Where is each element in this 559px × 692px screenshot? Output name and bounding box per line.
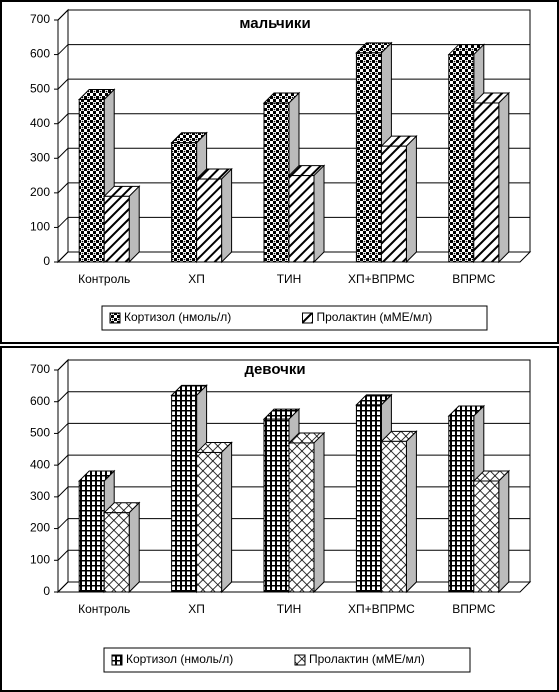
bar: [263, 102, 290, 263]
bar: [171, 394, 198, 593]
grid-line-side: [57, 423, 69, 434]
grid-line-side: [57, 518, 69, 529]
legend-label: Кортизол (нмоль/л): [124, 310, 231, 324]
y-tick-label: 600: [30, 47, 50, 61]
x-tick-label: ТИН: [277, 602, 302, 616]
bar: [196, 178, 223, 263]
y-tick-label: 700: [30, 12, 50, 26]
legend-swatch: [109, 312, 121, 324]
bar: [171, 142, 198, 263]
chart-title: мальчики: [239, 15, 310, 32]
y-tick-label: 500: [30, 81, 50, 95]
x-tick-label: Контроль: [78, 602, 130, 616]
bar: [473, 480, 500, 593]
grid-line-side: [57, 581, 69, 593]
grid-line-side: [57, 113, 69, 125]
bar: [103, 512, 130, 593]
bar: [448, 415, 475, 593]
bar: [288, 175, 315, 263]
bar-side: [405, 430, 417, 594]
y-tick-label: 500: [30, 426, 50, 440]
grid-line-side: [57, 486, 69, 498]
grid-line-side: [57, 391, 69, 403]
grid-line-side: [57, 9, 69, 21]
bar: [355, 404, 382, 593]
legend-swatch: [294, 654, 306, 666]
legend-label: Пролактин (мМЕ/мл): [309, 652, 425, 666]
legend-label: Пролактин (мМЕ/мл): [317, 310, 433, 324]
bar-side: [313, 431, 325, 594]
bar: [78, 99, 105, 263]
side-wall: [57, 8, 69, 264]
bar: [473, 102, 500, 263]
bar-side: [405, 134, 417, 264]
bar: [448, 54, 475, 263]
bar-side: [221, 441, 233, 594]
grid-line-side: [57, 182, 69, 194]
grid-line-side: [57, 549, 69, 561]
bar-side: [221, 167, 233, 264]
x-tick-label: ВПРМС: [452, 602, 495, 616]
x-tick-label: ХП+ВПРМС: [348, 602, 415, 616]
grid-line-side: [57, 78, 69, 90]
x-tick-label: ВПРМС: [452, 272, 495, 286]
bar-side: [313, 164, 325, 264]
bar-side: [128, 185, 140, 264]
bar: [78, 480, 105, 593]
bar: [380, 145, 407, 263]
y-tick-label: 300: [30, 489, 50, 503]
grid-line-side: [57, 217, 69, 228]
side-wall: [57, 358, 69, 594]
bar-side: [128, 501, 140, 594]
x-tick-label: Контроль: [78, 272, 130, 286]
legend-swatch: [111, 654, 123, 666]
y-tick-label: 100: [30, 552, 50, 566]
grid-line-side: [57, 359, 69, 371]
bar-side: [498, 469, 510, 594]
legend-label: Кортизол (нмоль/л): [126, 652, 233, 666]
bar: [263, 418, 290, 593]
y-tick-label: 700: [30, 362, 50, 376]
chart-title: девочки: [244, 361, 305, 378]
y-tick-label: 600: [30, 394, 50, 408]
x-tick-label: ТИН: [277, 272, 302, 286]
y-tick-label: 0: [43, 254, 50, 268]
grid-line-side: [57, 251, 69, 263]
x-tick-label: ХП: [188, 602, 205, 616]
bar: [288, 442, 315, 593]
x-tick-label: ХП: [188, 272, 205, 286]
bar: [196, 451, 223, 593]
grid-line-side: [57, 147, 69, 159]
bar: [355, 52, 382, 263]
legend-swatch: [302, 312, 313, 324]
y-tick-label: 100: [30, 220, 50, 234]
bar: [103, 195, 130, 263]
bar-side: [498, 91, 510, 264]
bar: [380, 440, 407, 593]
y-tick-label: 200: [30, 185, 50, 199]
y-tick-label: 200: [30, 521, 50, 535]
legend-box: [101, 305, 488, 331]
grid-line-side: [57, 44, 69, 55]
y-tick-label: 0: [43, 584, 50, 598]
y-tick-label: 400: [30, 116, 50, 130]
grid-line-side: [57, 454, 69, 466]
x-tick-label: ХП+ВПРМС: [348, 272, 415, 286]
y-tick-label: 300: [30, 150, 50, 164]
y-tick-label: 400: [30, 457, 50, 471]
legend-box: [103, 647, 471, 673]
